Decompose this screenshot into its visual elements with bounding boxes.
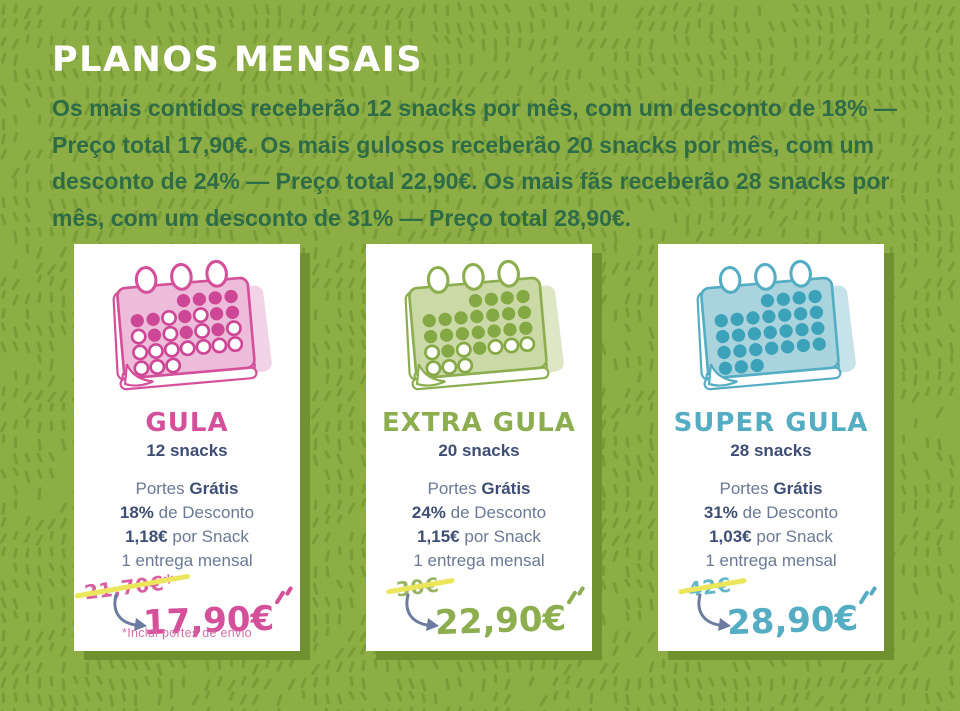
plan-name: EXTRA GULA xyxy=(382,408,576,438)
plan-card-super-gula[interactable]: SUPER GULA 28 snacks Portes Grátis 31% d… xyxy=(658,244,884,651)
plans-row: GULA 12 snacks Portes Grátis 18% de Desc… xyxy=(74,244,884,651)
curved-arrow-icon xyxy=(113,593,147,631)
price-accent-marks xyxy=(274,585,294,607)
detail-line: 1,03€ por Snack xyxy=(709,527,833,546)
intro-paragraph: Os mais contidos receberão 12 snacks por… xyxy=(52,95,897,231)
detail-line: 1 entrega mensal xyxy=(121,551,253,570)
price-accent-marks xyxy=(566,585,586,607)
header: PLANOS MENSAIS Os mais contidos receberã… xyxy=(52,40,920,236)
spiral-rings xyxy=(718,259,812,294)
current-price: 22,90€ xyxy=(434,598,567,644)
plan-card-extra-gula[interactable]: EXTRA GULA 20 snacks Portes Grátis 24% d… xyxy=(366,244,592,651)
calendar-dots xyxy=(422,289,536,377)
shipping-footnote: *Inclui portes de envio xyxy=(122,626,252,640)
plan-details: Portes Grátis 31% de Desconto 1,03€ por … xyxy=(658,477,884,573)
detail-line: 1 entrega mensal xyxy=(705,551,837,570)
calendar-illustration xyxy=(82,258,292,404)
calendar-dots xyxy=(714,289,826,375)
detail-line: 18% de Desconto xyxy=(119,503,255,522)
detail-line: Portes Grátis xyxy=(719,479,823,498)
curved-arrow-icon xyxy=(405,593,439,631)
snack-count: 12 snacks xyxy=(146,441,228,460)
calendar-dots xyxy=(130,289,244,377)
detail-line: Portes Grátis xyxy=(135,479,239,498)
detail-line: 31% de Desconto xyxy=(703,503,839,522)
plan-card-gula[interactable]: GULA 12 snacks Portes Grátis 18% de Desc… xyxy=(74,244,300,651)
snack-count: 20 snacks xyxy=(438,441,520,460)
detail-line: 24% de Desconto xyxy=(411,503,547,522)
plan-details: Portes Grátis 18% de Desconto 1,18€ por … xyxy=(74,477,300,573)
price-area: 30€ 22,90€ xyxy=(366,572,592,647)
calendar-icon xyxy=(112,259,272,391)
calendar-icon xyxy=(404,259,564,391)
detail-line: 1 entrega mensal xyxy=(413,551,545,570)
snack-count: 28 snacks xyxy=(730,441,812,460)
price-area: 42€ 28,90€ xyxy=(658,572,884,647)
detail-line: Portes Grátis xyxy=(427,479,531,498)
plan-name: GULA xyxy=(145,408,229,438)
plan-name: SUPER GULA xyxy=(673,408,869,438)
current-price: 28,90€ xyxy=(726,598,859,644)
calendar-illustration xyxy=(374,258,584,404)
detail-line: 1,18€ por Snack xyxy=(125,527,249,546)
spiral-rings xyxy=(426,259,520,294)
page-title: PLANOS MENSAIS xyxy=(52,40,424,80)
spiral-rings xyxy=(134,259,228,294)
curved-arrow-icon xyxy=(697,593,731,631)
plan-details: Portes Grátis 24% de Desconto 1,15€ por … xyxy=(366,477,592,573)
detail-line: 1,15€ por Snack xyxy=(417,527,541,546)
calendar-illustration xyxy=(666,258,876,404)
calendar-icon xyxy=(696,259,856,391)
price-area: 21,70€* 17,90€ xyxy=(74,570,300,647)
price-accent-marks xyxy=(858,585,878,607)
